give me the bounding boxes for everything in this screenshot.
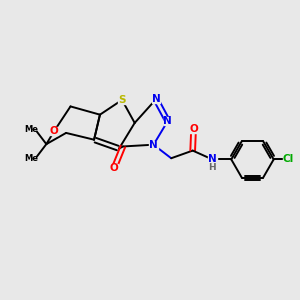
Bar xyxy=(152,95,160,103)
Text: N: N xyxy=(163,116,172,126)
Bar xyxy=(164,117,172,125)
Text: N: N xyxy=(149,140,158,150)
Text: Me: Me xyxy=(25,125,39,134)
Text: O: O xyxy=(110,163,118,173)
Text: O: O xyxy=(189,124,198,134)
Text: Me: Me xyxy=(25,154,39,163)
Bar xyxy=(208,156,217,163)
Bar xyxy=(210,165,215,170)
Text: Cl: Cl xyxy=(283,154,294,164)
Text: N: N xyxy=(208,154,217,164)
Bar xyxy=(190,125,198,133)
Text: H: H xyxy=(208,163,216,172)
Bar xyxy=(283,156,294,163)
Bar xyxy=(110,164,118,172)
Text: O: O xyxy=(50,126,59,136)
Bar xyxy=(149,141,158,148)
Bar xyxy=(118,96,126,104)
Text: S: S xyxy=(118,95,126,105)
Text: N: N xyxy=(152,94,160,104)
Bar xyxy=(50,127,58,135)
